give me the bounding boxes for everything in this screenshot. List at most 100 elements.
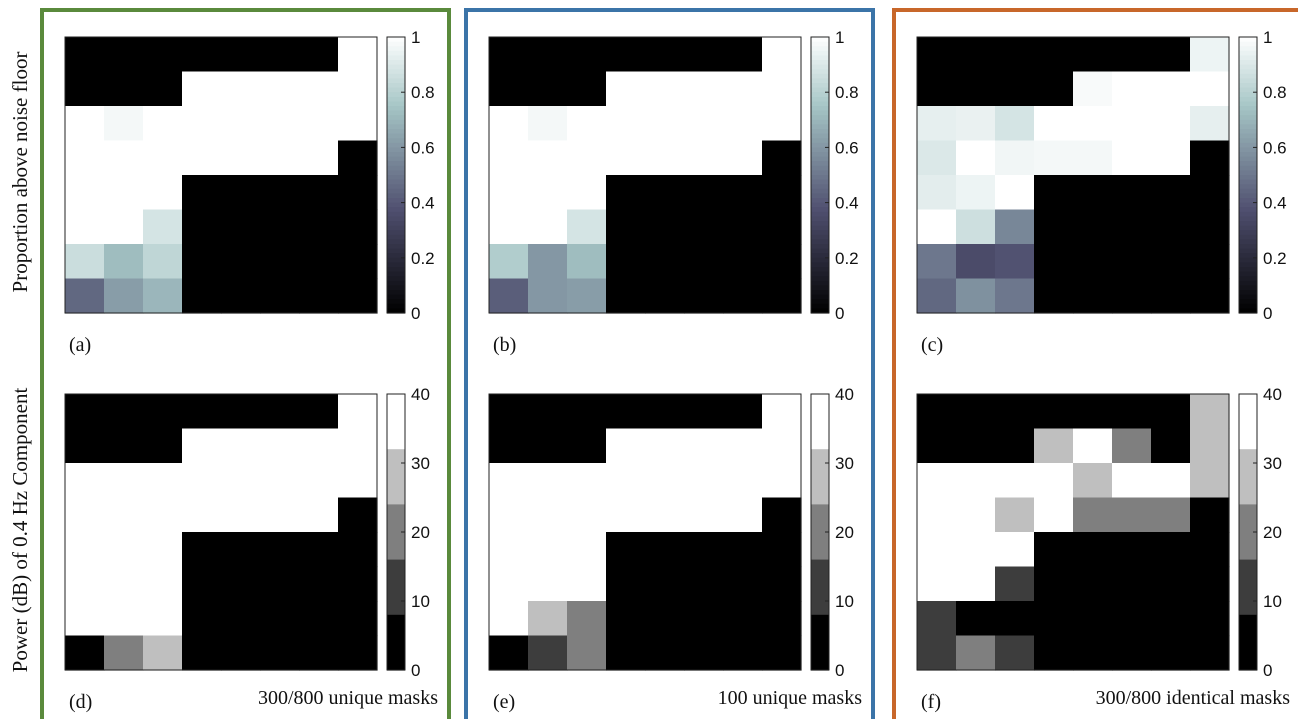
colorbar-segment: [387, 504, 405, 561]
colorbar-segment: [811, 78, 829, 84]
heatmap-cell: [567, 244, 607, 280]
colorbar-segment: [387, 271, 405, 277]
heatmap-cell: [299, 497, 339, 533]
colorbar-segment: [811, 290, 829, 296]
heatmap-cell: [489, 566, 529, 602]
colorbar-segment: [387, 276, 405, 282]
heatmap-cell: [1190, 140, 1230, 176]
colorbar-segment: [811, 92, 829, 98]
colorbar-segment: [811, 110, 829, 116]
heatmap-cell: [338, 209, 378, 245]
colorbar-segment: [387, 253, 405, 259]
colorbar-segment: [811, 198, 829, 204]
colorbar-segment: [811, 271, 829, 277]
heatmap-cell: [995, 209, 1035, 245]
heatmap-cell: [956, 635, 996, 671]
heatmap-cell: [762, 244, 802, 280]
colorbar-segment: [811, 37, 829, 43]
colorbar-segment: [387, 147, 405, 153]
colorbar-tick-label: 0.4: [1263, 194, 1287, 213]
colorbar-segment: [387, 50, 405, 56]
heatmap-cell: [1034, 601, 1074, 637]
heatmap-cell: [1112, 37, 1152, 73]
heatmap-cell: [1034, 278, 1074, 314]
heatmap-cell: [182, 244, 222, 280]
colorbar-segment: [387, 69, 405, 75]
colorbar-segment: [811, 308, 829, 314]
colorbar-segment: [387, 394, 405, 450]
colorbar-segment: [811, 87, 829, 93]
heatmap-cell: [684, 566, 724, 602]
colorbar-segment: [811, 207, 829, 213]
heatmap-cell: [221, 463, 261, 499]
heatmap-cell: [65, 140, 105, 176]
heatmap-cell: [956, 140, 996, 176]
colorbar-segment: [387, 106, 405, 112]
heatmap-cell: [528, 497, 568, 533]
colorbar-border: [386, 36, 406, 314]
colorbar-segment: [387, 119, 405, 125]
colorbar-segment: [811, 41, 829, 47]
heatmap-cell: [260, 428, 300, 464]
heatmap-cell: [104, 463, 144, 499]
heatmap-cell: [1112, 601, 1152, 637]
colorbar-segment: [387, 230, 405, 236]
heatmap-cell: [221, 37, 261, 73]
heatmap-cell: [1073, 278, 1113, 314]
colorbar-segment: [811, 294, 829, 300]
colorbar-segment: [387, 87, 405, 93]
heatmap-cell: [143, 463, 183, 499]
colorbar-tick-label: 0.6: [1263, 138, 1287, 157]
heatmap-cell: [104, 635, 144, 671]
heatmap-cell: [606, 394, 646, 430]
colorbar-segment: [387, 184, 405, 190]
heatmap-cell: [489, 37, 529, 73]
heatmap-cell: [1112, 278, 1152, 314]
heatmap-cell: [567, 394, 607, 430]
colorbar-segment: [387, 96, 405, 102]
heatmap-cell: [1151, 106, 1191, 142]
colorbar-segment: [811, 124, 829, 130]
heatmap-cell: [995, 428, 1035, 464]
colorbar-tick-label: 30: [1263, 454, 1282, 473]
colorbar-tick-label: 0.8: [411, 83, 435, 102]
heatmap-cell: [104, 71, 144, 107]
heatmap-cell: [143, 278, 183, 314]
heatmap-cell: [489, 106, 529, 142]
colorbar-tick-label: 0.4: [835, 194, 859, 213]
colorbar-segment: [1239, 225, 1257, 231]
heatmap-cell: [221, 497, 261, 533]
colorbar-segment: [387, 161, 405, 167]
heatmap-cell: [143, 106, 183, 142]
colorbar-tick-label: 0: [411, 661, 420, 680]
heatmap-cell: [645, 175, 685, 211]
heatmap-cell: [1034, 463, 1074, 499]
heatmap-cell: [260, 601, 300, 637]
colorbar-tick-label: 20: [1263, 523, 1282, 542]
heatmap-cell: [1112, 635, 1152, 671]
colorbar-segment: [387, 202, 405, 208]
heatmap-cell: [645, 463, 685, 499]
colorbar-segment: [811, 202, 829, 208]
heatmap-cell: [1073, 140, 1113, 176]
heatmap-cell: [338, 394, 378, 430]
heatmap-cell: [338, 106, 378, 142]
heatmap-cell: [1112, 175, 1152, 211]
heatmap-cell: [104, 106, 144, 142]
colorbar-segment: [387, 234, 405, 240]
colorbar-segment: [1239, 394, 1257, 450]
colorbar-segment: [1239, 96, 1257, 102]
heatmap-cell: [917, 209, 957, 245]
heatmap-cell: [338, 428, 378, 464]
heatmap-cell: [143, 566, 183, 602]
colorbar-segment: [387, 83, 405, 89]
colorbar-segment: [811, 142, 829, 148]
heatmap-cell: [221, 71, 261, 107]
heatmap-cell: [606, 463, 646, 499]
heatmap-cell: [299, 140, 339, 176]
colorbar-segment: [1239, 221, 1257, 227]
heatmap-cell: [606, 175, 646, 211]
heatmap-cell: [299, 175, 339, 211]
heatmap-cell: [65, 278, 105, 314]
colorbar-segment: [1239, 41, 1257, 47]
